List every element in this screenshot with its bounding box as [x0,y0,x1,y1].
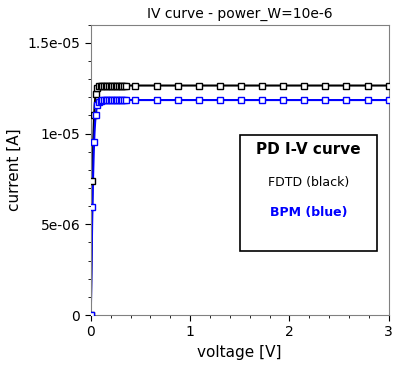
FancyBboxPatch shape [240,135,377,251]
Text: PD I-V curve: PD I-V curve [256,142,360,157]
Title: IV curve - power_W=10e-6: IV curve - power_W=10e-6 [147,7,332,21]
Text: FDTD (black): FDTD (black) [268,176,349,189]
X-axis label: voltage [V]: voltage [V] [198,345,282,360]
Y-axis label: current [A]: current [A] [7,128,22,211]
Text: BPM (blue): BPM (blue) [270,206,347,219]
